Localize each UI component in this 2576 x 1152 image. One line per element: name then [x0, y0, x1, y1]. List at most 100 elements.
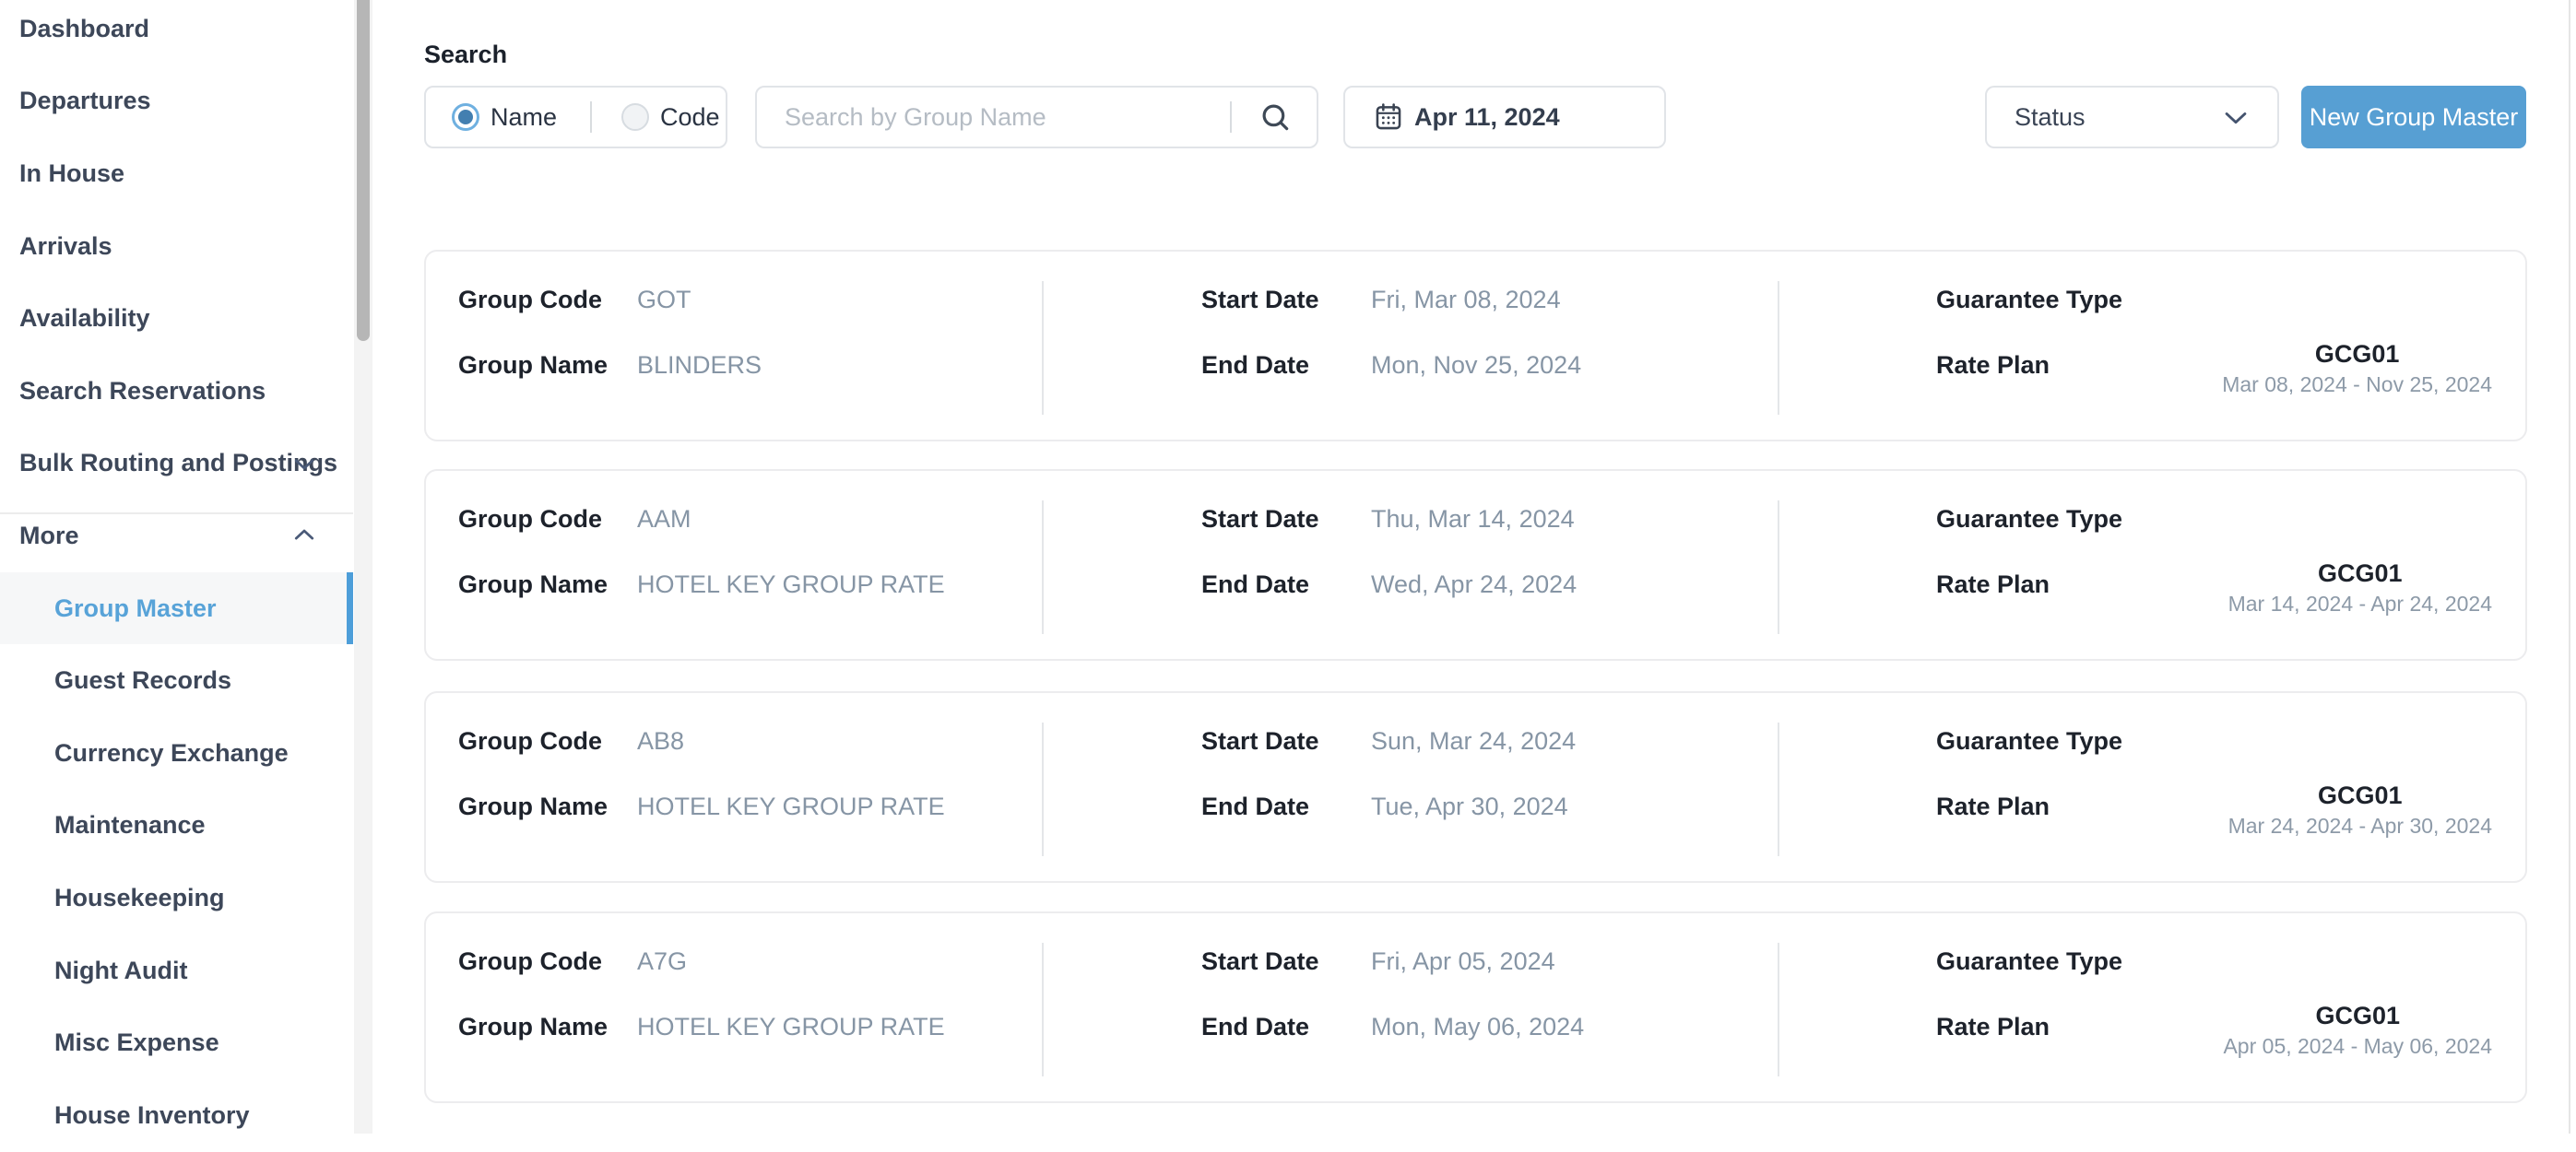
search-heading: Search	[424, 41, 508, 68]
sidebar-item-departures[interactable]: Departures	[0, 65, 353, 138]
rate-plan-date-range: Mar 14, 2024 - Apr 24, 2024	[2227, 592, 2492, 616]
rate-plan-label: Rate Plan	[1936, 1013, 2050, 1040]
sidebar-item-in-house[interactable]: In House	[0, 137, 353, 210]
end-date-label: End Date	[1201, 1013, 1310, 1040]
start-date-label: Start Date	[1201, 505, 1319, 533]
sidebar-item-search-reservations[interactable]: Search Reservations	[0, 355, 353, 428]
group-name-value: HOTEL KEY GROUP RATE	[637, 1013, 945, 1040]
sidebar-item-currency-exchange[interactable]: Currency Exchange	[0, 717, 353, 790]
sidebar-scrollbar-track[interactable]	[354, 0, 372, 1134]
rate-plan-code: GCG01	[2315, 1002, 2400, 1029]
group-code-label: Group Code	[458, 947, 602, 975]
sidebar-item-label: Night Audit	[54, 956, 188, 984]
start-date-value: Fri, Apr 05, 2024	[1371, 947, 1555, 975]
chevron-down-icon	[290, 450, 318, 477]
group-name-label: Group Name	[458, 351, 609, 379]
sidebar-item-label: Availability	[19, 304, 150, 333]
main-scrollbar-track[interactable]	[2569, 0, 2576, 1134]
rate-plan-label: Rate Plan	[1936, 351, 2050, 379]
new-group-master-button[interactable]: New Group Master	[2301, 86, 2526, 148]
rate-plan-value: GCG01 Mar 24, 2024 - Apr 30, 2024	[2228, 779, 2492, 840]
end-date-value: Wed, Apr 24, 2024	[1371, 570, 1578, 598]
card-divider	[1778, 281, 1779, 415]
rate-plan-value: GCG01 Mar 08, 2024 - Nov 25, 2024	[2222, 337, 2492, 398]
start-date-value: Thu, Mar 14, 2024	[1371, 505, 1575, 533]
sidebar-item-label: Arrivals	[19, 231, 112, 260]
status-dropdown-value: Status	[2015, 102, 2086, 131]
sidebar-item-misc-expense[interactable]: Misc Expense	[0, 1006, 353, 1079]
group-code-value: A7G	[637, 947, 688, 975]
search-divider	[1230, 101, 1232, 133]
sidebar-item-group-master[interactable]: Group Master	[0, 571, 353, 645]
guarantee-type-label: Guarantee Type	[1936, 286, 2123, 313]
sidebar-item-label: Dashboard	[19, 14, 150, 42]
start-date-label: Start Date	[1201, 727, 1319, 755]
chevron-up-icon	[290, 522, 318, 549]
chevron-down-icon	[2220, 101, 2251, 133]
group-code-label: Group Code	[458, 505, 602, 533]
sidebar-item-label: Misc Expense	[54, 1029, 219, 1057]
status-dropdown[interactable]: Status	[1985, 86, 2279, 148]
calendar-icon	[1373, 101, 1404, 133]
radio-name-option[interactable]: Name	[490, 102, 558, 131]
sidebar: Dashboard Departures In House Arrivals A…	[0, 0, 353, 1134]
group-name-label: Group Name	[458, 793, 609, 820]
sidebar-item-label: Departures	[19, 87, 151, 115]
group-name-value: HOTEL KEY GROUP RATE	[637, 793, 945, 820]
sidebar-item-availability[interactable]: Availability	[0, 282, 353, 355]
end-date-value: Mon, Nov 25, 2024	[1371, 351, 1582, 379]
radio-divider	[590, 101, 593, 133]
group-name-label: Group Name	[458, 1013, 609, 1040]
card-divider	[1778, 723, 1779, 856]
sidebar-item-bulk-routing-and-postings[interactable]: Bulk Routing and Postings	[0, 428, 353, 500]
group-name-label: Group Name	[458, 570, 609, 598]
sidebar-scrollbar-thumb[interactable]	[357, 0, 370, 341]
end-date-label: End Date	[1201, 793, 1310, 820]
start-date-value: Sun, Mar 24, 2024	[1371, 727, 1577, 755]
sidebar-item-more[interactable]: More	[0, 500, 353, 572]
card-divider	[1042, 500, 1044, 634]
group-code-value: AAM	[637, 505, 691, 533]
sidebar-item-label: More	[19, 521, 79, 549]
sidebar-item-label: In House	[19, 159, 125, 187]
rate-plan-date-range: Mar 08, 2024 - Nov 25, 2024	[2222, 372, 2492, 396]
group-code-label: Group Code	[458, 286, 602, 313]
sidebar-item-house-inventory[interactable]: House Inventory	[0, 1079, 353, 1152]
sidebar-item-maintenance[interactable]: Maintenance	[0, 790, 353, 863]
rate-plan-code: GCG01	[2314, 340, 2400, 368]
sidebar-item-night-audit[interactable]: Night Audit	[0, 935, 353, 1007]
sidebar-item-label: Guest Records	[54, 666, 232, 695]
end-date-label: End Date	[1201, 570, 1310, 598]
sidebar-item-housekeeping[interactable]: Housekeeping	[0, 862, 353, 935]
group-code-value: GOT	[637, 286, 691, 313]
sidebar-item-label: Group Master	[54, 594, 217, 622]
sidebar-item-label: Maintenance	[54, 811, 206, 840]
group-search-input[interactable]	[757, 89, 1230, 145]
card-divider	[1042, 943, 1044, 1076]
sidebar-item-label: Currency Exchange	[54, 738, 289, 767]
end-date-value: Tue, Apr 30, 2024	[1371, 793, 1568, 820]
sidebar-item-label: Bulk Routing and Postings	[19, 449, 337, 477]
radio-unselected-icon[interactable]	[621, 103, 650, 131]
sidebar-item-dashboard[interactable]: Dashboard	[0, 0, 353, 65]
radio-code-option[interactable]: Code	[660, 102, 720, 131]
card-divider	[1778, 943, 1779, 1076]
card-divider	[1042, 281, 1044, 415]
sidebar-divider	[0, 512, 353, 515]
rate-plan-code: GCG01	[2318, 559, 2403, 587]
group-card[interactable]: Group Code AB8 Group Name HOTEL KEY GROU…	[424, 691, 2527, 883]
guarantee-type-label: Guarantee Type	[1936, 727, 2123, 755]
date-picker[interactable]: Apr 11, 2024	[1343, 86, 1666, 148]
group-card[interactable]: Group Code AAM Group Name HOTEL KEY GROU…	[424, 469, 2527, 661]
sidebar-item-label: Search Reservations	[19, 376, 266, 405]
rate-plan-date-range: Apr 05, 2024 - May 06, 2024	[2223, 1034, 2492, 1058]
start-date-label: Start Date	[1201, 286, 1319, 313]
radio-selected-icon[interactable]	[452, 103, 479, 131]
rate-plan-value: GCG01 Apr 05, 2024 - May 06, 2024	[2223, 999, 2492, 1060]
sidebar-item-guest-records[interactable]: Guest Records	[0, 644, 353, 717]
group-card[interactable]: Group Code A7G Group Name HOTEL KEY GROU…	[424, 911, 2527, 1103]
group-card[interactable]: Group Code GOT Group Name BLINDERS Start…	[424, 250, 2527, 441]
search-button[interactable]	[1248, 100, 1302, 135]
sidebar-item-arrivals[interactable]: Arrivals	[0, 210, 353, 283]
